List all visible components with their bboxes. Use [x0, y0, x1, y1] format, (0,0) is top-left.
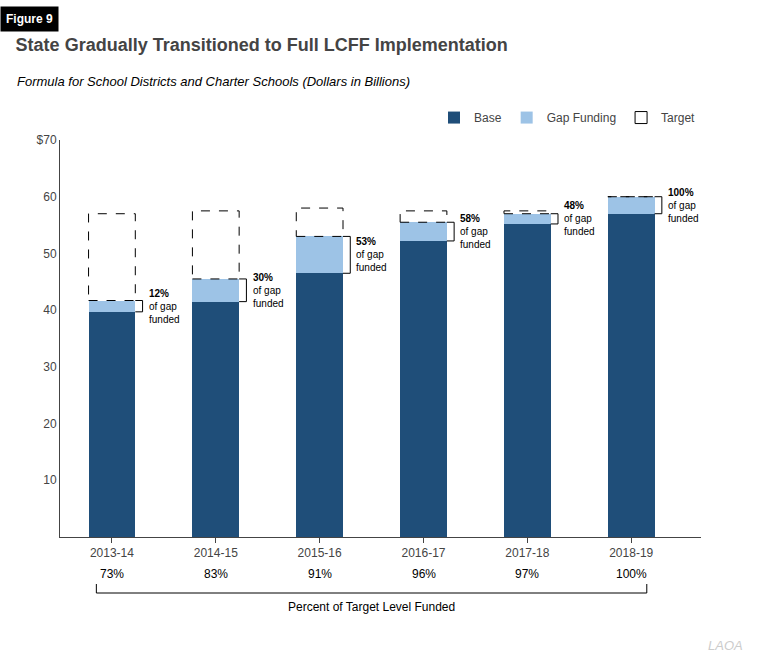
- svg-text:Base: Base: [474, 111, 502, 125]
- svg-text:58%of gapfunded: 58%of gapfunded: [460, 213, 491, 250]
- svg-text:2017-18: 2017-18: [505, 546, 549, 560]
- svg-text:Figure 9: Figure 9: [6, 12, 53, 26]
- svg-text:2015-16: 2015-16: [298, 546, 342, 560]
- svg-text:2016-17: 2016-17: [401, 546, 445, 560]
- svg-text:Percent of Target Level Funded: Percent of Target Level Funded: [288, 600, 455, 614]
- svg-text:State Gradually Transitioned t: State Gradually Transitioned to Full LCF…: [16, 35, 508, 55]
- svg-text:LAOA: LAOA: [708, 638, 743, 653]
- svg-text:20: 20: [43, 417, 57, 431]
- svg-text:12%of gapfunded: 12%of gapfunded: [149, 288, 180, 325]
- svg-text:91%: 91%: [308, 567, 332, 581]
- svg-text:100%: 100%: [616, 567, 647, 581]
- svg-text:10: 10: [43, 473, 57, 487]
- svg-text:100%of gapfunded: 100%of gapfunded: [668, 187, 699, 224]
- svg-text:2014-15: 2014-15: [194, 546, 238, 560]
- svg-text:97%: 97%: [515, 567, 539, 581]
- svg-text:83%: 83%: [204, 567, 228, 581]
- svg-text:30%of gapfunded: 30%of gapfunded: [253, 272, 284, 309]
- svg-text:53%of gapfunded: 53%of gapfunded: [356, 236, 387, 273]
- svg-text:48%of gapfunded: 48%of gapfunded: [564, 200, 595, 237]
- svg-text:$70: $70: [37, 133, 57, 147]
- svg-text:Target: Target: [661, 111, 695, 125]
- svg-text:2013-14: 2013-14: [90, 546, 134, 560]
- svg-text:Formula for School Districts a: Formula for School Districts and Charter…: [17, 74, 410, 89]
- svg-text:40: 40: [43, 303, 57, 317]
- svg-text:2018-19: 2018-19: [609, 546, 653, 560]
- svg-text:73%: 73%: [100, 567, 124, 581]
- svg-text:60: 60: [43, 190, 57, 204]
- svg-text:Gap Funding: Gap Funding: [547, 111, 616, 125]
- svg-text:50: 50: [43, 247, 57, 261]
- svg-text:96%: 96%: [412, 567, 436, 581]
- svg-text:30: 30: [43, 360, 57, 374]
